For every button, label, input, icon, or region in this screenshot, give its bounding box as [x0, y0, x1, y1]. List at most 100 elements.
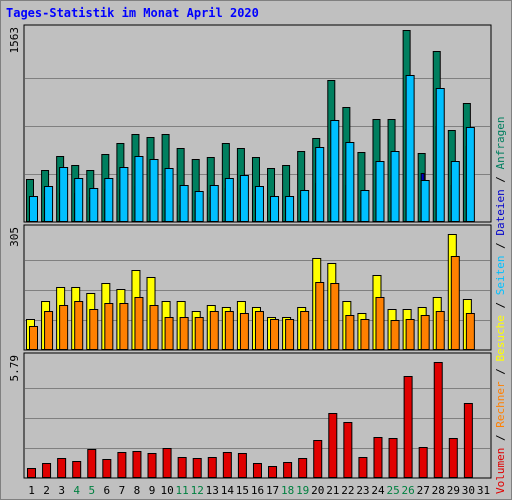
bar-volumen-day-24	[373, 437, 383, 478]
x-tick-label: 31	[477, 484, 490, 497]
bar-seiten-day-29	[450, 161, 460, 222]
bar-volumen-day-7	[117, 452, 127, 478]
x-tick-label: 23	[356, 484, 369, 497]
bar-rechner-day-26	[405, 319, 415, 350]
bar-volumen-day-20	[313, 440, 323, 478]
bar-rechner-day-12	[194, 317, 204, 350]
bar-seiten-day-20	[315, 147, 325, 222]
bar-volumen-day-22	[343, 422, 353, 478]
x-tick-label: 5	[88, 484, 95, 497]
legend-separator: /	[494, 169, 507, 189]
x-tick-label: 27	[417, 484, 430, 497]
x-tick-label: 13	[206, 484, 219, 497]
bar-rechner-day-11	[179, 317, 189, 350]
bar-rechner-day-22	[345, 315, 355, 350]
x-tick-label: 26	[402, 484, 415, 497]
bar-rechner-day-29	[450, 256, 460, 350]
bar-seiten-day-9	[149, 159, 159, 222]
bar-seiten-day-15	[239, 175, 249, 222]
legend-separator: /	[494, 236, 507, 256]
bar-seiten-day-7	[119, 167, 129, 222]
bar-seiten-day-3	[59, 167, 69, 222]
y-max-label: 5.79	[8, 355, 21, 382]
bar-volumen-day-26	[403, 376, 413, 478]
bar-volumen-day-1	[27, 468, 36, 478]
bar-volumen-day-2	[42, 463, 52, 478]
x-tick-label: 3	[58, 484, 65, 497]
bar-volumen-day-25	[388, 438, 398, 478]
legend-separator: /	[494, 295, 507, 315]
bar-seiten-day-6	[104, 178, 114, 222]
bar-seiten-day-18	[285, 196, 295, 222]
legend-besuche: Besuche	[494, 315, 507, 361]
bar-rechner-day-20	[315, 282, 325, 350]
x-tick-label: 9	[149, 484, 156, 497]
x-tick-label: 22	[341, 484, 354, 497]
x-tick-label: 25	[386, 484, 399, 497]
bar-seiten-day-26	[405, 75, 415, 222]
bar-seiten-day-22	[345, 142, 355, 222]
x-tick-label: 6	[104, 484, 111, 497]
bar-rechner-day-16	[254, 311, 264, 350]
x-tick-label: 8	[134, 484, 141, 497]
x-tick-label: 16	[251, 484, 264, 497]
bar-rechner-day-23	[360, 319, 370, 350]
x-tick-label: 19	[296, 484, 309, 497]
bar-seiten-day-14	[224, 178, 234, 222]
y-max-label: 1563	[8, 27, 21, 54]
bar-seiten-day-16	[254, 186, 264, 222]
x-tick-label: 21	[326, 484, 339, 497]
bar-rechner-day-8	[134, 297, 144, 350]
bar-rechner-day-30	[465, 313, 475, 350]
bar-volumen-day-8	[132, 451, 142, 478]
bar-volumen-day-3	[57, 458, 67, 478]
y-max-label: 305	[8, 227, 21, 247]
bar-seiten-day-5	[89, 188, 99, 222]
legend-anfragen: Anfragen	[494, 116, 507, 169]
bar-seiten-day-13	[209, 185, 219, 222]
bar-rechner-day-18	[285, 319, 295, 350]
legend-seiten: Seiten	[494, 256, 507, 296]
bar-volumen-day-27	[418, 447, 428, 478]
x-tick-label: 20	[311, 484, 324, 497]
bar-rechner-day-14	[224, 311, 234, 350]
x-tick-label: 29	[447, 484, 460, 497]
bar-volumen-day-15	[237, 453, 247, 478]
bar-seiten-day-24	[375, 161, 385, 222]
bar-rechner-day-3	[59, 305, 69, 350]
bar-volumen-day-9	[147, 453, 157, 478]
bar-volumen-day-28	[433, 362, 443, 478]
bar-volumen-day-30	[463, 403, 473, 478]
bar-volumen-day-16	[252, 463, 262, 478]
x-tick-label: 12	[191, 484, 204, 497]
bar-volumen-day-14	[222, 452, 232, 478]
bar-volumen-day-19	[298, 458, 308, 478]
x-tick-label: 11	[176, 484, 189, 497]
x-tick-label: 24	[371, 484, 385, 497]
bar-rechner-day-19	[300, 311, 310, 350]
bar-seiten-day-2	[44, 186, 54, 222]
legend-separator: /	[494, 428, 507, 448]
x-tick-label: 7	[119, 484, 126, 497]
x-tick-label: 28	[432, 484, 445, 497]
bar-volumen-day-12	[192, 458, 202, 478]
bar-seiten-day-8	[134, 156, 144, 222]
bar-volumen-day-6	[102, 459, 112, 478]
bar-seiten-day-1	[29, 196, 38, 222]
legend-volumen: Volumen	[494, 448, 507, 494]
bar-volumen-day-29	[448, 438, 458, 478]
bar-seiten-day-4	[74, 178, 84, 222]
legend-separator: /	[494, 362, 507, 382]
x-tick-label: 10	[160, 484, 173, 497]
bar-rechner-day-24	[375, 297, 385, 350]
bar-volumen-day-23	[358, 457, 368, 478]
bar-volumen-day-4	[72, 461, 82, 478]
bar-volumen-day-13	[207, 457, 217, 478]
chart-title: Tages-Statistik im Monat April 2020	[6, 6, 259, 20]
bar-rechner-day-25	[390, 320, 400, 350]
bar-rechner-day-13	[209, 311, 219, 350]
bar-rechner-day-4	[74, 301, 84, 350]
bar-seiten-day-10	[164, 168, 174, 222]
bar-volumen-day-18	[283, 462, 293, 478]
